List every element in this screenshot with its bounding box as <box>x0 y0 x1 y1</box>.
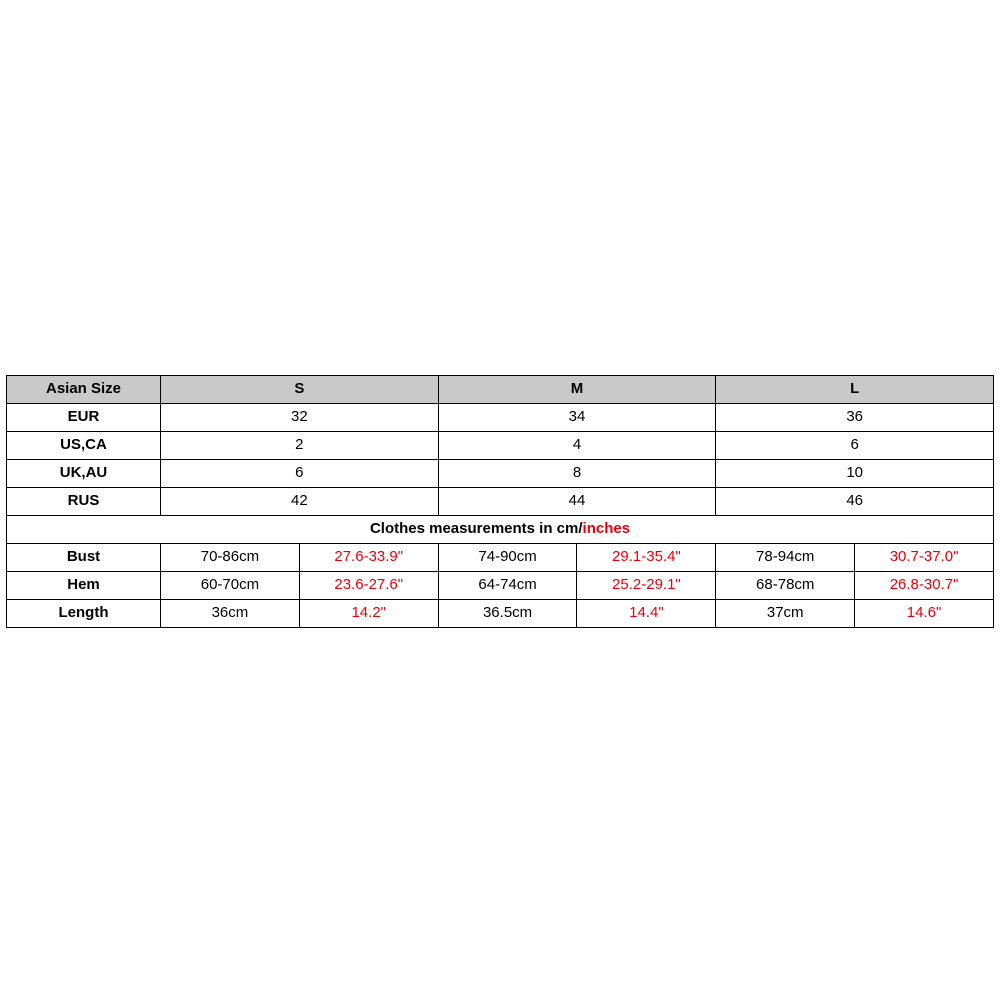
cell-rus-s: 42 <box>160 487 439 516</box>
cell-rus-l: 46 <box>715 487 994 516</box>
table-row: US,CA 2 4 6 <box>6 431 994 460</box>
row-label-length: Length <box>6 599 161 628</box>
cell-uk-au-s: 6 <box>160 459 439 488</box>
cell-hem-m-cm: 64-74cm <box>437 571 578 600</box>
cell-rus-m: 44 <box>437 487 717 516</box>
cell-hem-l-inch: 26.8-30.7" <box>854 571 994 600</box>
row-label-uk-au: UK,AU <box>6 459 161 488</box>
note-prefix: Clothes measurements in <box>369 520 557 538</box>
cell-length-m-inch: 14.4" <box>576 599 717 628</box>
note-cm-word: cm <box>556 520 579 538</box>
row-label-bust: Bust <box>6 543 161 572</box>
cell-uk-au-l: 10 <box>715 459 994 488</box>
table-row: RUS 42 44 46 <box>6 487 994 516</box>
cell-uk-au-m: 8 <box>437 459 717 488</box>
cell-us-ca-m: 4 <box>437 431 717 460</box>
cell-hem-m-inch: 25.2-29.1" <box>576 571 717 600</box>
note-inches-word: inches <box>582 520 631 538</box>
header-asian-size: Asian Size <box>6 375 161 404</box>
cell-bust-s-inch: 27.6-33.9" <box>298 543 439 572</box>
note-separator: / <box>578 520 583 538</box>
row-label-hem: Hem <box>6 571 161 600</box>
cell-length-m-cm: 36.5cm <box>437 599 578 628</box>
cell-eur-m: 34 <box>437 403 717 432</box>
cell-bust-l-inch: 30.7-37.0" <box>854 543 994 572</box>
cell-bust-l-cm: 78-94cm <box>715 543 856 572</box>
cell-hem-s-inch: 23.6-27.6" <box>298 571 439 600</box>
cell-length-s-inch: 14.2" <box>298 599 439 628</box>
row-label-eur: EUR <box>6 403 161 432</box>
table-header-row: Asian Size S M L <box>6 375 994 404</box>
table-row: UK,AU 6 8 10 <box>6 459 994 488</box>
row-label-rus: RUS <box>6 487 161 516</box>
row-label-us-ca: US,CA <box>6 431 161 460</box>
header-size-m: M <box>437 375 717 404</box>
cell-eur-l: 36 <box>715 403 994 432</box>
table-row: EUR 32 34 36 <box>6 403 994 432</box>
header-size-s: S <box>160 375 439 404</box>
cell-hem-l-cm: 68-78cm <box>715 571 856 600</box>
cell-eur-s: 32 <box>160 403 439 432</box>
measurement-note-row: Clothes measurements in cm/inches <box>6 515 994 544</box>
cell-length-l-cm: 37cm <box>715 599 856 628</box>
cell-length-l-inch: 14.6" <box>854 599 994 628</box>
cell-bust-s-cm: 70-86cm <box>160 543 300 572</box>
table-row: Length 36cm 14.2" 36.5cm 14.4" 37cm 14.6… <box>6 599 994 628</box>
cell-bust-m-cm: 74-90cm <box>437 543 578 572</box>
cell-bust-m-inch: 29.1-35.4" <box>576 543 717 572</box>
measurement-note: Clothes measurements in cm/inches <box>6 515 994 544</box>
cell-hem-s-cm: 60-70cm <box>160 571 300 600</box>
cell-us-ca-s: 2 <box>160 431 439 460</box>
table-row: Hem 60-70cm 23.6-27.6" 64-74cm 25.2-29.1… <box>6 571 994 600</box>
size-chart-table: Asian Size S M L EUR 32 34 36 US,CA 2 4 … <box>6 375 994 628</box>
size-chart-container: Asian Size S M L EUR 32 34 36 US,CA 2 4 … <box>6 375 994 628</box>
cell-length-s-cm: 36cm <box>160 599 300 628</box>
cell-us-ca-l: 6 <box>715 431 994 460</box>
table-row: Bust 70-86cm 27.6-33.9" 74-90cm 29.1-35.… <box>6 543 994 572</box>
header-size-l: L <box>715 375 994 404</box>
